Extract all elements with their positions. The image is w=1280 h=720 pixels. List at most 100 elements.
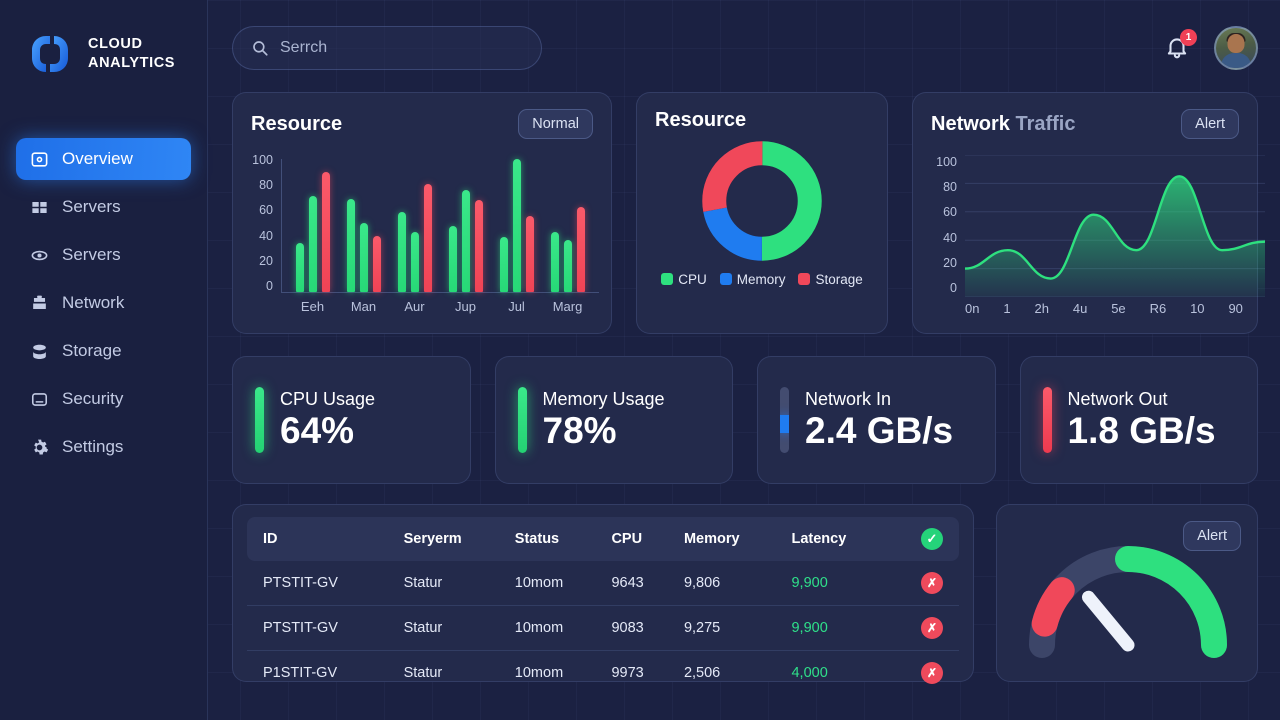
x-circle-icon[interactable]: ✗ (921, 572, 943, 594)
main-content: Serrch 1 (208, 0, 1280, 720)
cell-action[interactable]: ✗ (889, 605, 959, 651)
cell-action[interactable]: ✗ (889, 561, 959, 606)
sidebar-item-label: Settings (62, 437, 124, 456)
x-tick: 90 (1228, 301, 1243, 316)
avatar[interactable] (1214, 26, 1258, 70)
donut-slice (702, 141, 822, 261)
table-column-header[interactable]: Seryerm (395, 517, 507, 561)
status-badge-alert-gauge[interactable]: Alert (1183, 521, 1241, 551)
kpi-value: 64% (280, 410, 355, 452)
server-rack-icon (33, 295, 46, 309)
gauge-card: Alert (996, 504, 1258, 682)
gauge-alert-segment (1031, 577, 1075, 637)
bar (550, 232, 559, 292)
kpi-card-memory-usage: Memory Usage 78% (494, 356, 733, 484)
bar (322, 172, 331, 292)
table-column-header[interactable]: Status (506, 517, 604, 561)
bar-group (296, 159, 331, 292)
y-tick: 20 (943, 255, 957, 270)
cell-server: Statur (395, 605, 507, 651)
sidebar-item-servers-1[interactable]: Servers (16, 186, 191, 228)
cell-server: Statur (403, 665, 443, 681)
table-column-header[interactable]: CPU (603, 517, 676, 561)
x-circle-icon[interactable]: ✗ (921, 662, 943, 684)
kpi-value: 2.4 GB/s (805, 410, 954, 452)
cell-status: 10mom (506, 561, 604, 606)
card-title-muted: Traffic (1015, 112, 1076, 135)
sidebar-item-servers-2[interactable]: Servers (16, 234, 191, 276)
cell-cpu: 9083 (603, 605, 676, 651)
gauge-svg (1029, 546, 1227, 658)
table-row[interactable]: PTSTIT-GV Statur 10mom 9643 9,806 9,900 ✗ (247, 561, 959, 606)
table-column-header[interactable]: Memory (675, 517, 784, 561)
kpi-label: Memory Usage (542, 389, 665, 410)
bar-group (347, 159, 382, 292)
kpi-text: Network In 2.4 GB/s (805, 389, 953, 451)
kpi-row: CPU Usage 64% Memory Usage 78% Network In 2.4… (232, 356, 1258, 484)
status-badge-normal[interactable]: Normal (518, 109, 593, 139)
x-tick: Jul (508, 299, 525, 314)
servers-table: ID Seryerm Status CPU Memory Latency ✓ PTSTIT-… (247, 517, 959, 695)
bar (373, 236, 382, 292)
dashboard-icon (31, 151, 48, 167)
kpi-accent-bar (780, 387, 789, 453)
table-column-header[interactable]: ID (247, 517, 396, 561)
table-row[interactable]: PTSTIT-GV Statur 10mom 9083 9,275 9,900 ✗ (247, 605, 959, 651)
sidebar-item-label: Servers (62, 197, 121, 216)
x-tick: Marg (552, 299, 583, 314)
sidebar-item-label: Overview (62, 149, 133, 168)
avatar-body (1221, 53, 1251, 68)
cell-status: 10mom (506, 605, 604, 651)
bar-group (398, 159, 433, 292)
card-title-strong: Network (931, 112, 1010, 135)
kpi-text: Memory Usage 78% (543, 389, 665, 451)
card-title: Network Traffic (931, 113, 1076, 136)
storage-stack-icon (33, 344, 46, 359)
kpi-value: 1.8 GB/s (1067, 410, 1216, 452)
bar (499, 237, 508, 292)
sidebar-item-storage[interactable]: Storage (16, 330, 191, 372)
area-chart: 100 80 60 40 20 0 0n 1 2h 4u 5e R6 10 90 (925, 151, 1265, 323)
kpi-card-network-out: Network Out 1.8 GB/s (1019, 356, 1258, 484)
sidebar-item-overview[interactable]: Overview (16, 138, 191, 180)
cell-action[interactable]: ✗ (890, 651, 959, 696)
cell-server: Statur (395, 561, 507, 606)
y-tick: 100 (936, 155, 957, 169)
table-column-header[interactable]: Latency (783, 517, 890, 561)
x-tick: 1 (1003, 301, 1011, 316)
bar (525, 216, 534, 292)
status-badge-alert[interactable]: Alert (1181, 109, 1239, 139)
search-input[interactable]: Serrch (232, 26, 542, 70)
sidebar-item-network[interactable]: Network (16, 282, 191, 324)
notifications-button[interactable]: 1 (1164, 29, 1197, 62)
area-fill (965, 176, 1265, 297)
sidebar-item-label: Storage (62, 341, 122, 360)
kpi-label: CPU Usage (280, 389, 376, 410)
kpi-label: Network In (805, 389, 892, 410)
bar-chart: 100 80 60 40 20 0 Eeh Man Aur Jup Jul Marg (243, 153, 599, 321)
bar-group (448, 159, 483, 292)
sidebar-item-security[interactable]: Security (16, 378, 191, 420)
donut-svg (702, 141, 822, 261)
bar (309, 196, 318, 292)
x-circle-icon[interactable]: ✗ (921, 617, 943, 639)
cell-memory: 9,806 (675, 561, 784, 606)
bar (576, 206, 585, 292)
sidebar: CLOUD ANALYTICS Overview Servers (0, 0, 208, 720)
sidebar-item-settings[interactable]: Settings (16, 426, 191, 468)
bar (347, 198, 356, 292)
shield-window-icon (31, 392, 48, 406)
bar-group (499, 159, 534, 292)
brand-logo[interactable]: CLOUD ANALYTICS (0, 0, 207, 80)
brand-text: CLOUD ANALYTICS (88, 35, 175, 73)
cell-cpu: 9973 (611, 665, 644, 681)
table-row[interactable]: P1STIT-GV Statur 10mom 9973 2,506 4,000 ✗ (247, 651, 959, 696)
bar (512, 159, 521, 292)
charts-row: Resource Normal 100 80 60 40 20 0 Eeh Man Aur Ju… (232, 92, 1265, 334)
kpi-text: CPU Usage 64% (280, 389, 375, 451)
area-chart-x-axis: 0n 1 2h 4u 5e R6 10 90 (965, 301, 1243, 316)
bar-group (550, 159, 585, 292)
card-title: Resource (251, 112, 343, 135)
resource-bar-card: Resource Normal 100 80 60 40 20 0 Eeh Man Aur Ju… (232, 92, 612, 334)
cell-status: 10mom (514, 665, 564, 681)
